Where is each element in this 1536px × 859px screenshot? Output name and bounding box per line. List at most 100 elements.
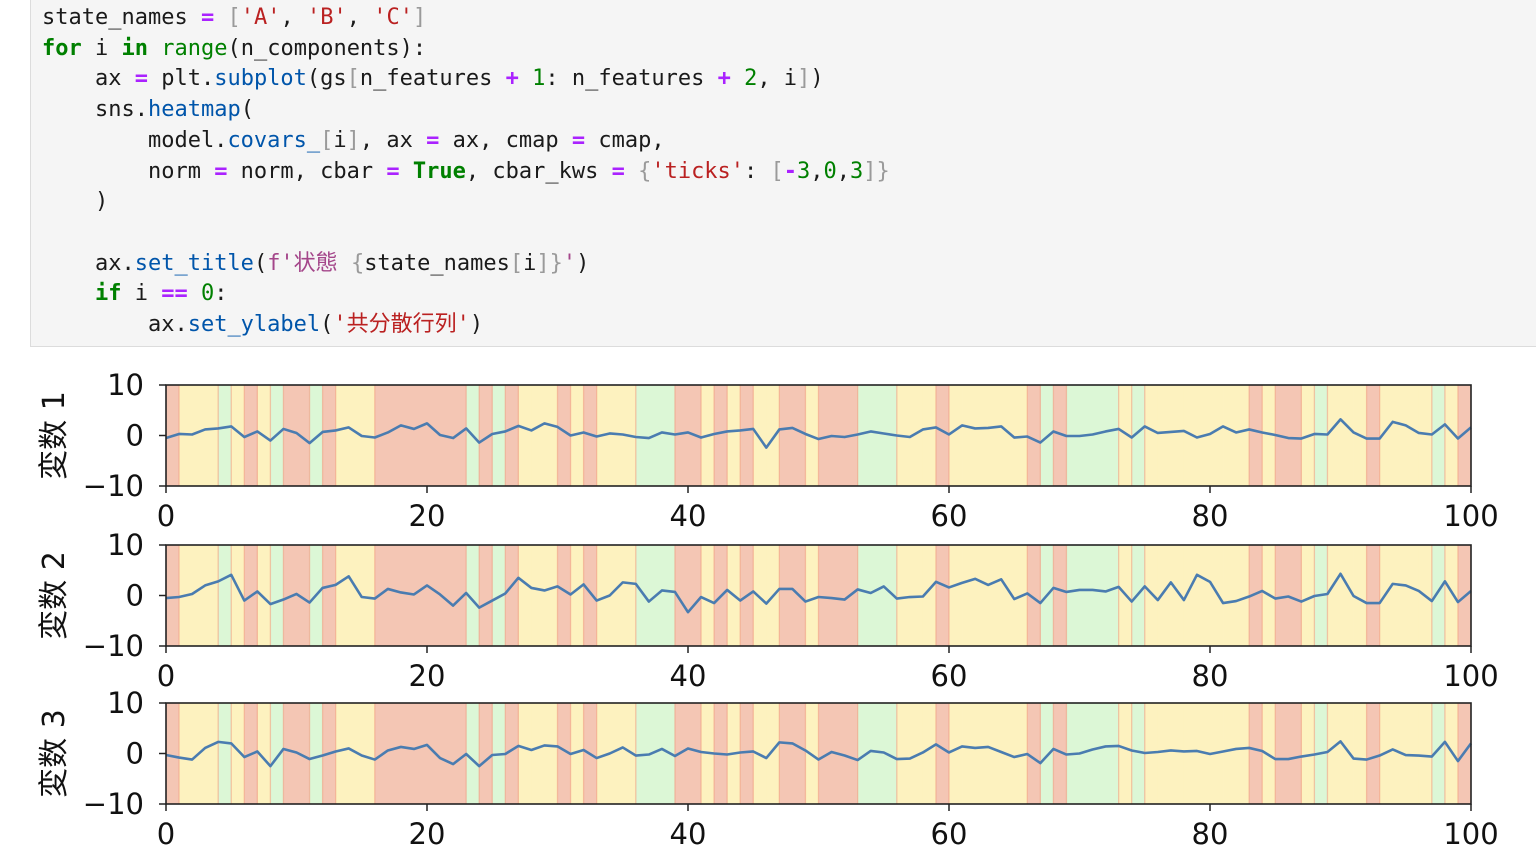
state-band	[935, 385, 950, 486]
code-token: i	[121, 281, 162, 307]
code-token	[188, 5, 201, 30]
code-token: 3	[797, 158, 811, 184]
code-token: , cbar_kws	[465, 158, 612, 184]
state-band	[427, 385, 441, 486]
state-band	[1288, 385, 1302, 486]
state-band	[322, 385, 337, 486]
code-token: +	[717, 66, 731, 92]
state-band	[1066, 545, 1080, 646]
code-token	[214, 5, 227, 30]
state-band	[975, 545, 989, 646]
code-token	[188, 281, 201, 306]
x-tick-label: 20	[409, 659, 446, 693]
state-band	[309, 703, 323, 804]
state-band	[988, 545, 1002, 646]
code-token: (	[320, 312, 334, 338]
state-band	[257, 545, 271, 646]
code-token: , i	[757, 66, 798, 92]
state-band	[962, 545, 976, 646]
state-band	[166, 703, 180, 804]
state-band	[922, 385, 937, 486]
state-band	[361, 703, 376, 804]
state-band	[896, 703, 911, 804]
state-band	[1157, 545, 1172, 646]
state-band	[609, 385, 624, 486]
state-band	[257, 703, 271, 804]
state-band	[1353, 545, 1367, 646]
state-band	[479, 545, 493, 646]
state-band	[1092, 545, 1106, 646]
state-band	[335, 703, 350, 804]
state-band	[870, 385, 885, 486]
state-band	[1027, 385, 1041, 486]
code-token: )	[810, 66, 824, 92]
x-tick-label: 80	[1192, 817, 1229, 851]
series-line	[165, 740, 1473, 768]
code-token: (	[240, 97, 254, 123]
code-token: =	[571, 127, 586, 153]
state-band	[1170, 703, 1185, 804]
code-token: ]}	[863, 158, 890, 184]
code-token: set_ylabel	[187, 312, 321, 338]
state-band	[1444, 385, 1459, 486]
state-band	[335, 545, 350, 646]
state-band	[1262, 703, 1276, 804]
state-band	[766, 385, 780, 486]
code-token: 2	[744, 66, 758, 92]
x-tick-label: 0	[157, 499, 175, 533]
state-band	[1157, 385, 1172, 486]
code-line: norm = norm, cbar = True, cbar_kws = {'t…	[42, 157, 1536, 188]
code-token	[625, 159, 638, 184]
state-band	[1131, 703, 1146, 804]
state-band	[466, 703, 480, 804]
state-band	[531, 703, 545, 804]
state-band	[296, 385, 310, 486]
state-band	[831, 545, 845, 646]
state-band	[1079, 545, 1093, 646]
state-band	[922, 703, 937, 804]
state-band	[570, 703, 584, 804]
state-band	[674, 385, 689, 486]
state-band	[596, 703, 611, 804]
state-band	[1092, 703, 1106, 804]
state-band	[1431, 385, 1446, 486]
code-token: range	[161, 35, 228, 61]
y-tick-label: 0	[126, 579, 144, 613]
state-band	[1053, 703, 1067, 804]
state-band	[1366, 545, 1381, 646]
state-band	[518, 545, 532, 646]
state-band	[413, 385, 428, 486]
state-band	[1327, 545, 1341, 646]
state-band	[205, 703, 219, 804]
code-token: :	[214, 281, 228, 307]
state-band	[792, 385, 806, 486]
code-token: for	[42, 35, 82, 61]
state-band	[479, 385, 493, 486]
state-band	[570, 385, 584, 486]
code-line: ax.set_ylabel('共分散行列')	[42, 310, 1536, 341]
code-token: model.	[42, 127, 228, 153]
state-band	[322, 545, 337, 646]
code-token: 'C'	[373, 5, 413, 30]
state-band	[1105, 545, 1120, 646]
state-band	[1223, 385, 1237, 486]
code-token: covars_	[227, 127, 321, 153]
state-band	[1353, 703, 1367, 804]
code-token: norm	[42, 158, 215, 184]
state-band	[935, 703, 950, 804]
state-band	[909, 385, 924, 486]
x-tick-label: 0	[157, 659, 175, 693]
state-band	[1288, 703, 1302, 804]
state-band	[192, 385, 206, 486]
state-band	[714, 385, 728, 486]
state-band	[1444, 545, 1459, 646]
state-band	[870, 703, 885, 804]
state-band	[949, 385, 963, 486]
state-band	[1249, 545, 1263, 646]
code-token: =	[426, 127, 440, 153]
code-token: )	[42, 189, 109, 215]
state-band	[1379, 385, 1394, 486]
code-editor[interactable]: state_names = ['A', 'B', 'C'] for i in ra…	[31, 0, 1536, 341]
code-cell[interactable]: state_names = ['A', 'B', 'C'] for i in ra…	[30, 0, 1536, 347]
code-token: 'A'	[240, 5, 281, 30]
